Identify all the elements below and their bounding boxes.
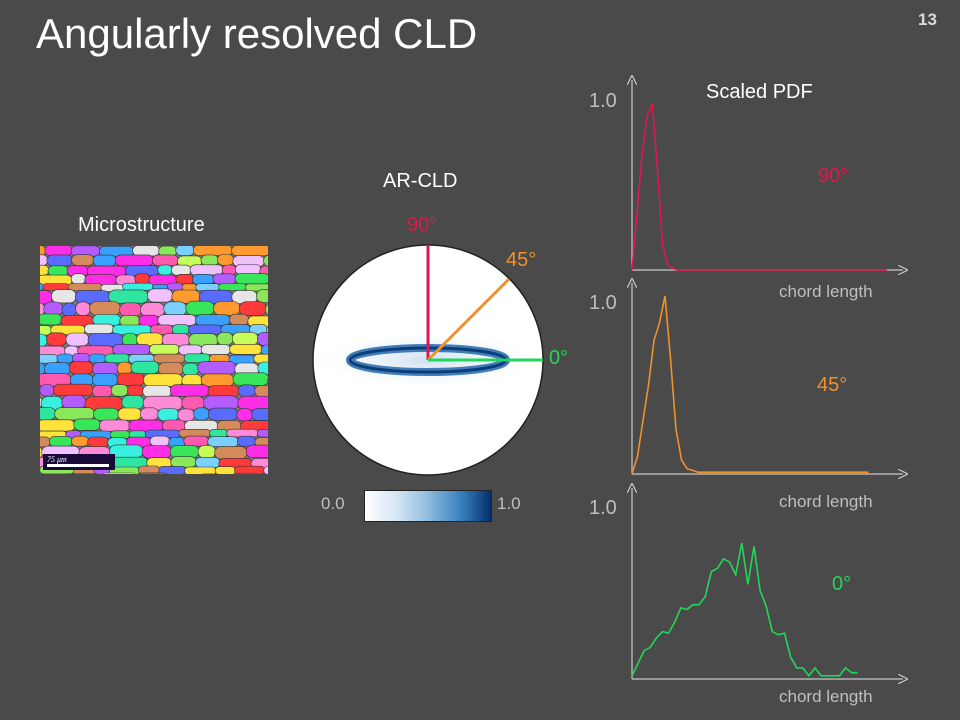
slide-title: Angularly resolved CLD [36, 10, 478, 57]
scale-bar-label: 75 μm [47, 455, 67, 464]
colorbar-max-label: 1.0 [497, 494, 521, 513]
colorbar-min-label: 0.0 [321, 494, 345, 513]
pdf0-curve [631, 542, 858, 678]
pdf90-angle-label: 90° [818, 165, 849, 187]
pdf45-xlabel: chord length [779, 492, 873, 511]
microstructure-image: 75 μm [40, 246, 268, 474]
ray-45 [426, 277, 511, 362]
pdf90-curve [631, 103, 887, 271]
pdf90-ymax-label: 1.0 [589, 90, 617, 112]
slide-number: 13 [918, 10, 937, 29]
pdf0-xlabel: chord length [779, 687, 873, 706]
scale-bar [47, 464, 109, 467]
angle-label-0: 0° [549, 347, 569, 369]
colorbar [364, 490, 492, 522]
arcld-polar-plot [312, 244, 544, 476]
pdf-title: Scaled PDF [706, 81, 813, 103]
arcld-label: AR-CLD [383, 170, 458, 192]
angle-label-45: 45° [506, 249, 537, 271]
pdf45-curve [631, 295, 869, 475]
microstructure-label: Microstructure [78, 214, 205, 236]
pdf90-xlabel: chord length [779, 282, 873, 301]
scale-bar-box: 75 μm [43, 454, 115, 470]
pdf45-angle-label: 45° [817, 374, 848, 396]
pdf0-ymax-label: 1.0 [589, 497, 617, 519]
pdf45-ymax-label: 1.0 [589, 292, 617, 314]
angle-label-90: 90° [407, 214, 438, 236]
pdf0-angle-label: 0° [832, 573, 852, 595]
